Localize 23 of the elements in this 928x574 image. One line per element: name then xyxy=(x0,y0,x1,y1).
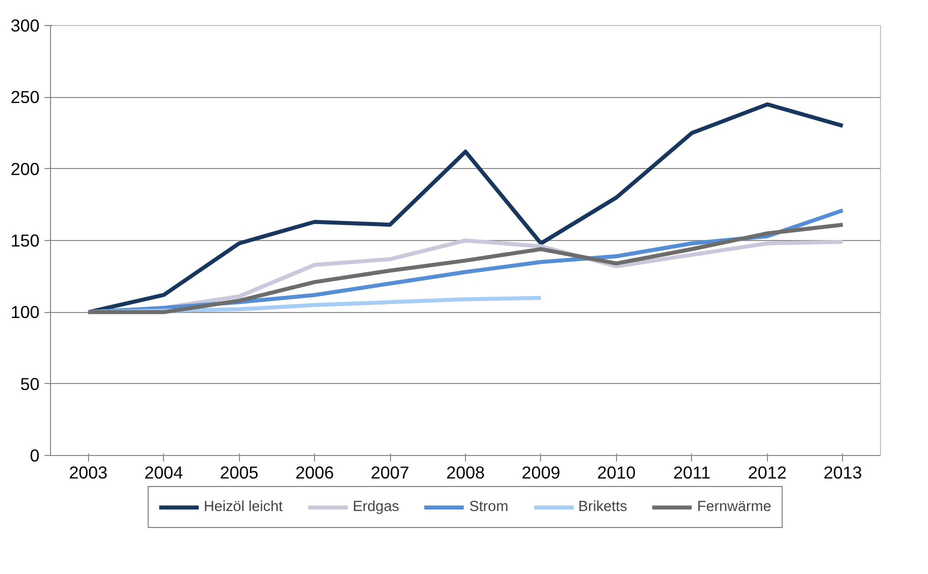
y-tick-label: 300 xyxy=(10,16,40,36)
y-tick-label: 0 xyxy=(30,446,40,466)
x-tick-label: 2005 xyxy=(220,462,258,482)
legend-label: Strom xyxy=(469,499,508,515)
x-tick-label: 2008 xyxy=(446,462,485,482)
legend-label: Fernwärme xyxy=(697,499,772,515)
x-tick-label: 2011 xyxy=(673,462,710,482)
x-tick-label: 2007 xyxy=(370,462,410,482)
y-tick-label: 150 xyxy=(10,230,40,250)
legend-label: Heizöl leicht xyxy=(204,499,283,515)
y-tick-label: 100 xyxy=(10,302,40,322)
legend-label: Briketts xyxy=(578,499,628,515)
y-tick-label: 250 xyxy=(10,87,40,108)
x-tick-label: 2006 xyxy=(295,462,334,482)
x-tick-label: 2003 xyxy=(68,462,108,482)
x-tick-label: 2012 xyxy=(748,462,787,482)
legend-label: Erdgas xyxy=(352,499,400,515)
x-tick-label: 2013 xyxy=(824,462,862,482)
x-tick-label: 2004 xyxy=(144,462,184,482)
x-tick-label: 2010 xyxy=(597,462,636,482)
x-tick-label: 2009 xyxy=(522,462,560,482)
y-tick-label: 200 xyxy=(10,158,40,179)
y-tick-label: 50 xyxy=(20,374,40,394)
